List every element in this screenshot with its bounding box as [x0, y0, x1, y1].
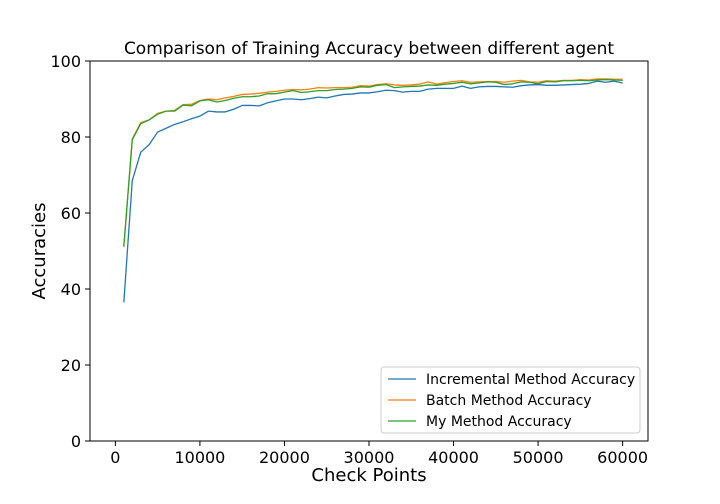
chart-title: Comparison of Training Accuracy between … — [124, 39, 614, 59]
x-tick-label: 0 — [110, 448, 120, 467]
x-tick-label: 40000 — [428, 448, 479, 467]
y-tick-label: 80 — [61, 128, 81, 147]
legend: Incremental Method Accuracy Batch Method … — [380, 366, 641, 434]
legend-label-3: My Method Accuracy — [426, 414, 572, 430]
y-tick-label: 40 — [61, 280, 81, 299]
series-line-3 — [123, 78, 623, 247]
x-tick-label: 10000 — [174, 448, 225, 467]
series-line-2 — [123, 78, 623, 248]
x-axis-label: Check Points — [311, 465, 426, 486]
x-tick-label: 60000 — [597, 448, 648, 467]
legend-label-1: Incremental Method Accuracy — [426, 372, 635, 388]
x-tick-label: 30000 — [344, 448, 395, 467]
x-tick-label: 50000 — [513, 448, 564, 467]
series-line-1 — [123, 80, 623, 303]
series-layer — [123, 78, 623, 303]
y-tick-label: 0 — [71, 432, 81, 451]
y-tick-label: 60 — [61, 204, 81, 223]
legend-label-2: Batch Method Accuracy — [426, 393, 592, 409]
y-tick-label: 20 — [61, 356, 81, 375]
y-axis: 0 20 40 60 80 100 — [50, 52, 90, 451]
x-tick-label: 20000 — [259, 448, 310, 467]
y-tick-label: 100 — [50, 52, 81, 71]
x-axis: 0 10000 20000 30000 40000 50000 60000 — [110, 441, 648, 467]
y-axis-label: Accuracies — [29, 203, 50, 300]
legend-box — [380, 366, 641, 434]
